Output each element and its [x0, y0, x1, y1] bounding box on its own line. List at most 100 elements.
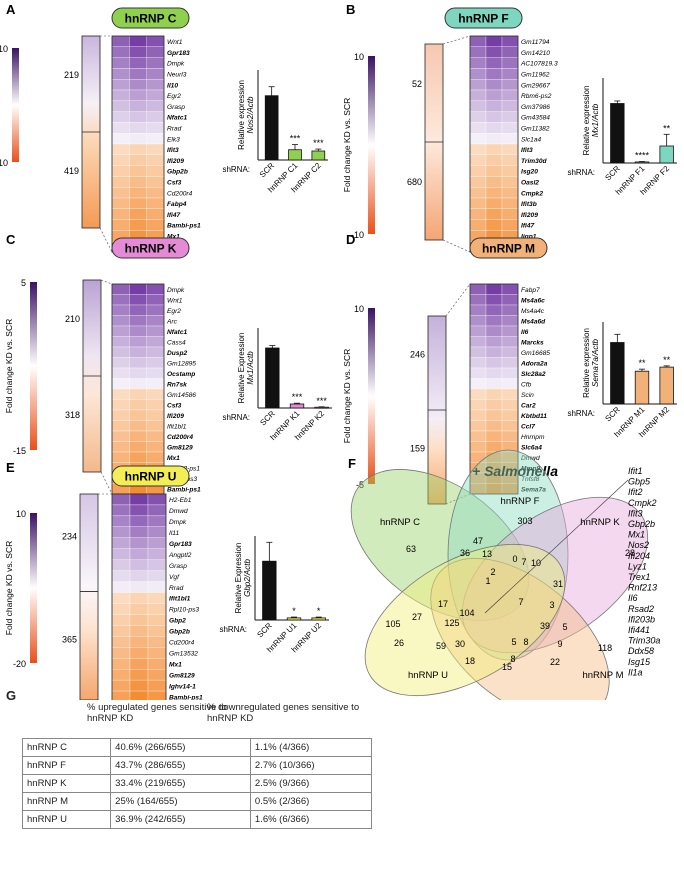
bar-0 [610, 342, 625, 405]
heatmap-cell [146, 430, 165, 442]
heatmap-cell [129, 592, 149, 604]
core-gene-label: Ifit1 [628, 466, 643, 476]
heatmap-cell [469, 154, 487, 166]
heatmap-cell [111, 176, 130, 188]
color-scale-bar [12, 48, 19, 162]
heatmap-cell [111, 79, 130, 91]
core-gene-label: Ifi441 [628, 625, 650, 635]
heatmap-cell [111, 122, 130, 134]
heatmap-cell [111, 515, 131, 527]
heatmap-cell [111, 208, 130, 220]
heatmap-cell [111, 399, 130, 411]
heatmap-cell [111, 441, 130, 453]
heatmap-cell [469, 325, 487, 337]
scale-max: 10 [0, 44, 8, 54]
heatmap-cell [501, 208, 519, 220]
panel-letter: D [346, 232, 355, 247]
core-gene-label: Ifi203b [628, 614, 655, 624]
heatmap-cell [485, 378, 503, 390]
bar-2 [311, 617, 326, 621]
heatmap-cell [111, 526, 131, 538]
heatmap-cell [129, 57, 147, 69]
heatmap-cell [111, 658, 131, 670]
heatmap-cell [469, 336, 487, 348]
fold-change-axis-label: Fold change KD vs. SCR [342, 98, 352, 192]
heatmap-cell [501, 68, 519, 80]
heatmap-cell [485, 346, 503, 358]
scale-min: -10 [0, 158, 8, 168]
venn-count: 7 [521, 557, 526, 567]
heatmap-cell [501, 378, 519, 390]
heatmap-cell [129, 537, 149, 549]
heatmap-cell [111, 430, 130, 442]
gene-label: Grasp [167, 104, 185, 111]
heatmap-cell [111, 570, 131, 582]
heatmap-cell [111, 614, 131, 626]
bar-ylabel-gene: Mx1/Actb [591, 103, 600, 137]
gene-label: H2-Eb1 [169, 497, 192, 504]
core-gene-label: Gbp2b [628, 519, 655, 529]
heatmap-cell [111, 592, 131, 604]
panel-letter: B [346, 2, 355, 17]
heatmap-cell [111, 367, 130, 379]
table-cell-protein: hnRNP M [21, 792, 112, 811]
heatmap-cell [147, 669, 167, 681]
heatmap-cell [129, 336, 147, 348]
significance-stars: ** [663, 355, 671, 365]
heatmap-cell [501, 165, 519, 177]
down-gene-count: 159 [410, 443, 425, 453]
gene-label: AC107819.3 [520, 61, 558, 68]
bar-1 [288, 149, 302, 161]
panel-letter: F [348, 456, 356, 471]
heatmap-cell [485, 154, 503, 166]
heatmap-cell [501, 294, 519, 306]
table-header-down: % downregulated genes sensitive to hnRNP… [207, 702, 360, 724]
heatmap-cell [111, 603, 131, 615]
venn-count: 8 [523, 637, 528, 647]
heatmap-cell [111, 154, 130, 166]
heatmap-cell [111, 111, 130, 123]
venn-count: 9 [557, 639, 562, 649]
gene-label: Gm37986 [521, 104, 550, 111]
significance-stars: *** [313, 138, 324, 148]
heatmap-cell [129, 636, 149, 648]
heatmap-cell [147, 636, 167, 648]
heatmap-cell [111, 669, 131, 681]
heatmap-cell [111, 679, 131, 692]
bar-ylabel-gene: Mx1/Actb [246, 351, 255, 385]
gene-label: Gm8129 [167, 444, 193, 451]
gene-label: Oasl2 [521, 180, 539, 187]
heatmap-cell [469, 420, 487, 432]
heatmap-cell [147, 504, 167, 517]
heatmap-cell [129, 346, 147, 358]
gene-label: Dmwd [521, 455, 540, 462]
heatmap-cell [111, 625, 131, 637]
heatmap-cell [146, 420, 165, 432]
heatmap-cell [111, 187, 130, 199]
heatmap-cell [469, 46, 487, 58]
heatmap-cell [111, 89, 130, 101]
heatmap-cell [111, 68, 130, 80]
heatmap-cell [501, 187, 519, 199]
core-gene-label: Isg15 [628, 657, 651, 667]
heatmap-cell [485, 399, 503, 411]
up-gene-count: 234 [62, 531, 77, 541]
zoom-line-bottom [445, 493, 471, 505]
panel-title: hnRNP K [125, 242, 177, 256]
heatmap-cell [485, 46, 503, 58]
heatmap-cell [469, 430, 487, 442]
bar-2 [659, 366, 674, 405]
gene-label: Rbm6-ps2 [521, 93, 552, 100]
heatmap-cell [111, 100, 130, 112]
heatmap-cell [129, 378, 147, 390]
gene-label: Cd200r4 [167, 434, 193, 441]
heatmap-cell [485, 133, 503, 145]
heatmap-cell [146, 315, 165, 327]
bar-2 [311, 150, 326, 161]
heatmap-cell [469, 187, 487, 199]
heatmap-cell [111, 559, 131, 571]
gene-label: Ccl7 [521, 423, 535, 430]
title-badge [111, 237, 190, 259]
